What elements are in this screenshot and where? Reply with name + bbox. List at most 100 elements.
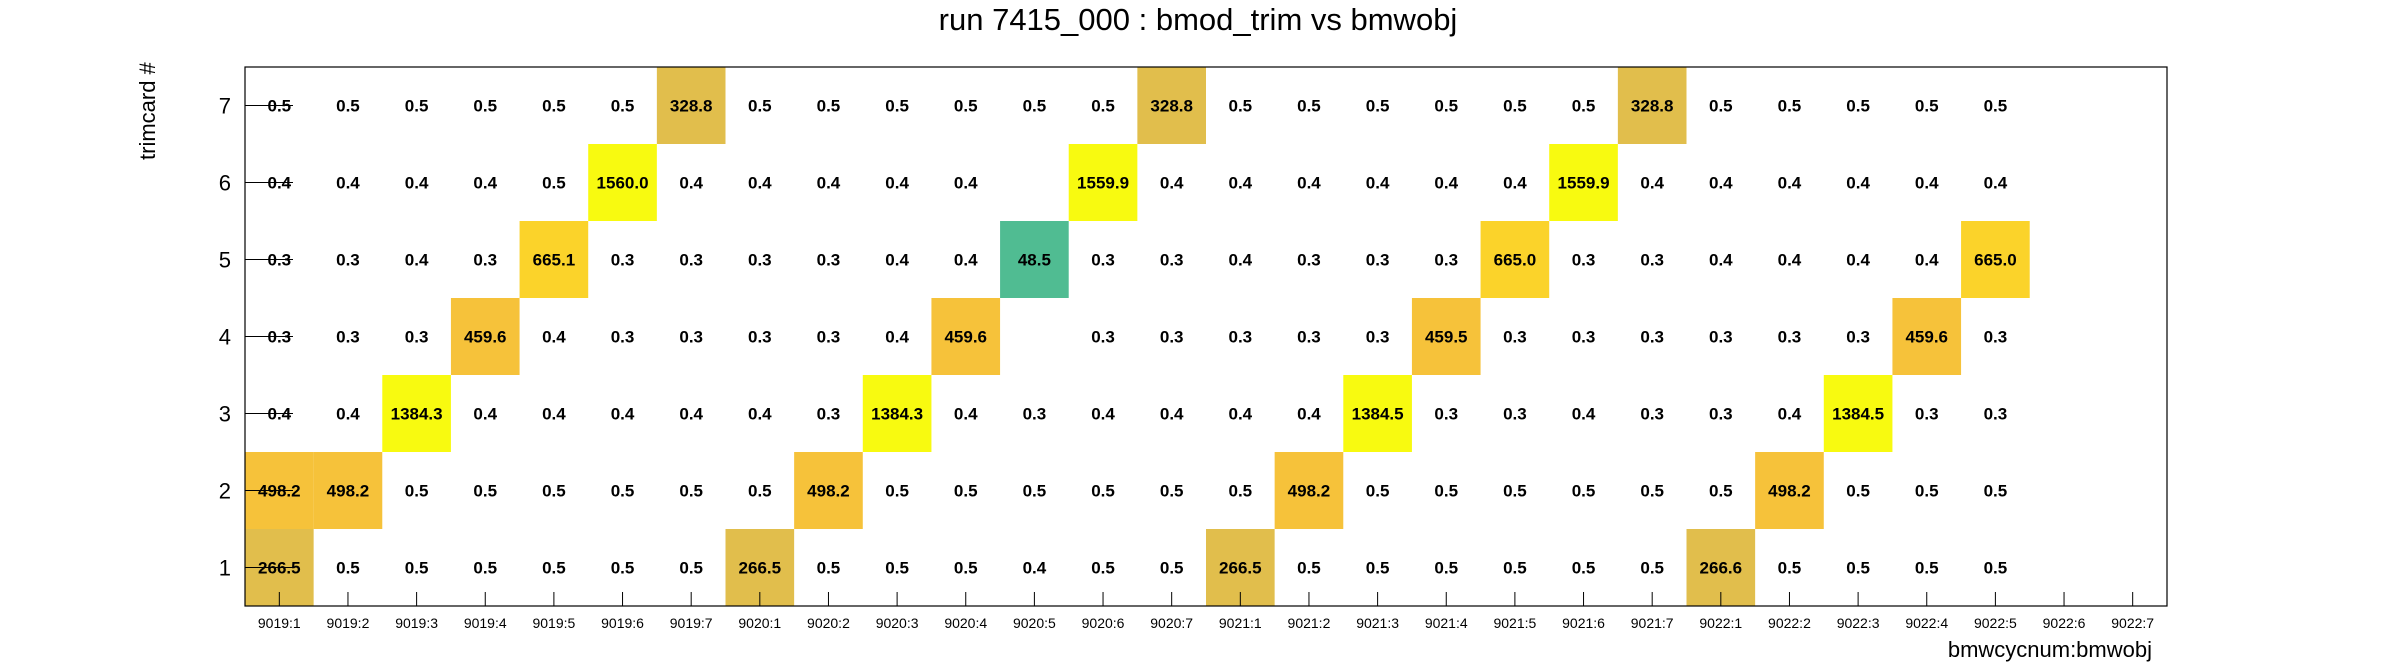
x-tick-label: 9021:3 bbox=[1356, 615, 1399, 631]
cell-label: 0.4 bbox=[1434, 174, 1458, 193]
x-tick-label: 9020:4 bbox=[944, 615, 987, 631]
cell-label: 0.5 bbox=[885, 482, 909, 501]
cell-label: 266.6 bbox=[1700, 559, 1743, 578]
cell-label: 0.5 bbox=[954, 97, 978, 116]
cell-label: 0.3 bbox=[1228, 328, 1252, 347]
cell-label: 0.3 bbox=[1640, 328, 1664, 347]
x-tick-label: 9019:3 bbox=[395, 615, 438, 631]
cell-label: 0.5 bbox=[885, 97, 909, 116]
x-tick-label: 9019:2 bbox=[327, 615, 370, 631]
cell-label: 0.5 bbox=[679, 482, 703, 501]
x-tick-label: 9020:5 bbox=[1013, 615, 1056, 631]
cell-label: 0.5 bbox=[611, 482, 635, 501]
cell-label: 0.5 bbox=[1434, 97, 1458, 116]
cell-label: 0.5 bbox=[1160, 482, 1184, 501]
x-tick-label: 9022:2 bbox=[1768, 615, 1811, 631]
heatmap-cell bbox=[1068, 144, 1138, 221]
cell-label: 0.4 bbox=[748, 174, 772, 193]
cell-label: 0.4 bbox=[1228, 251, 1252, 270]
cell-label: 0.5 bbox=[1846, 559, 1870, 578]
cell-label: 328.8 bbox=[1631, 97, 1674, 116]
x-tick-label: 9019:5 bbox=[532, 615, 575, 631]
cell-label: 0.5 bbox=[405, 559, 429, 578]
cell-label: 0.5 bbox=[1091, 559, 1115, 578]
cell-label: 0.5 bbox=[1640, 559, 1664, 578]
cell-label: 0.4 bbox=[1778, 251, 1802, 270]
heatmap-cell bbox=[588, 144, 657, 221]
plot-frame bbox=[244, 66, 2168, 607]
cell-label: 0.5 bbox=[1915, 559, 1939, 578]
cell-label: 0.4 bbox=[1915, 174, 1939, 193]
cells-layer bbox=[245, 67, 2030, 606]
cell-label: 0.3 bbox=[817, 251, 841, 270]
cell-label: 0.5 bbox=[1984, 97, 2008, 116]
cell-label: 0.5 bbox=[1023, 482, 1047, 501]
x-tick-label: 9020:3 bbox=[876, 615, 919, 631]
cell-label: 1384.5 bbox=[1352, 405, 1404, 424]
cell-label: 0.3 bbox=[1503, 328, 1527, 347]
cell-label: 0.5 bbox=[1984, 559, 2008, 578]
cell-label: 0.3 bbox=[1160, 328, 1184, 347]
x-tick-label: 9022:4 bbox=[1905, 615, 1948, 631]
x-tick-label: 9022:6 bbox=[2043, 615, 2086, 631]
heatmap-cell bbox=[1343, 375, 1412, 452]
cell-label: 0.3 bbox=[1434, 251, 1458, 270]
cell-label: 48.5 bbox=[1018, 251, 1051, 270]
cell-label: 0.4 bbox=[336, 405, 360, 424]
cell-label: 0.5 bbox=[1572, 559, 1596, 578]
x-tick-label: 9019:1 bbox=[258, 615, 301, 631]
cell-label: 0.5 bbox=[1640, 482, 1664, 501]
cell-label: 0.5 bbox=[1984, 482, 2008, 501]
heatmap-cell bbox=[1480, 221, 1550, 298]
cell-label: 0.5 bbox=[542, 482, 566, 501]
cell-label: 0.4 bbox=[1846, 251, 1870, 270]
cell-label: 0.5 bbox=[1846, 482, 1870, 501]
cell-label: 328.8 bbox=[670, 97, 713, 116]
cell-label: 0.5 bbox=[405, 482, 429, 501]
cell-label: 0.4 bbox=[1572, 405, 1596, 424]
cell-label: 0.5 bbox=[1091, 97, 1115, 116]
cell-label: 0.5 bbox=[611, 97, 635, 116]
x-tick-label: 9022:1 bbox=[1699, 615, 1742, 631]
cell-label: 0.4 bbox=[954, 405, 978, 424]
cell-label: 0.4 bbox=[1091, 405, 1115, 424]
cell-label: 0.5 bbox=[473, 482, 497, 501]
cell-label: 0.5 bbox=[1778, 559, 1802, 578]
cell-label: 0.4 bbox=[1846, 174, 1870, 193]
cell-label: 0.3 bbox=[1091, 328, 1115, 347]
cell-label: 1384.3 bbox=[391, 405, 443, 424]
cell-label: 0.4 bbox=[1709, 174, 1733, 193]
cell-label: 0.5 bbox=[1091, 482, 1115, 501]
cell-label: 0.3 bbox=[1640, 405, 1664, 424]
cell-label: 0.3 bbox=[817, 328, 841, 347]
cell-label: 0.5 bbox=[1709, 97, 1733, 116]
cell-label: 0.5 bbox=[748, 482, 772, 501]
cell-label: 0.3 bbox=[473, 251, 497, 270]
cell-label: 0.4 bbox=[1778, 405, 1802, 424]
cell-label: 0.5 bbox=[1846, 97, 1870, 116]
cell-label: 0.5 bbox=[1366, 97, 1390, 116]
cell-label: 0.5 bbox=[817, 559, 841, 578]
y-tick-label: 6 bbox=[219, 171, 231, 196]
cell-label: 0.4 bbox=[336, 174, 360, 193]
cell-label: 0.3 bbox=[817, 405, 841, 424]
cell-label: 459.6 bbox=[464, 328, 507, 347]
heatmap-cell bbox=[931, 298, 1001, 375]
cell-label: 1384.5 bbox=[1832, 405, 1884, 424]
cell-label: 0.3 bbox=[1297, 328, 1321, 347]
cell-label: 0.5 bbox=[1366, 482, 1390, 501]
heatmap-cell bbox=[313, 452, 383, 529]
cell-label: 1384.3 bbox=[871, 405, 923, 424]
cell-label: 0.3 bbox=[748, 251, 772, 270]
cell-label: 665.0 bbox=[1974, 251, 2017, 270]
cell-label: 0.5 bbox=[473, 559, 497, 578]
cell-label: 0.3 bbox=[679, 251, 703, 270]
heatmap-cell bbox=[1617, 67, 1687, 144]
cell-labels-layer: 266.5 498.2 0.4 0.3 0.3 0.4 0.5 0.5 498.2 0.4 0.3 0… bbox=[258, 97, 2017, 578]
heatmap-cell bbox=[1000, 221, 1069, 298]
cell-label: 0.3 bbox=[1503, 405, 1527, 424]
cell-label: 0.3 bbox=[336, 251, 360, 270]
cell-label: 498.2 bbox=[1768, 482, 1811, 501]
cell-label: 0.3 bbox=[336, 328, 360, 347]
y-axis-title: trimcard # bbox=[135, 61, 160, 160]
